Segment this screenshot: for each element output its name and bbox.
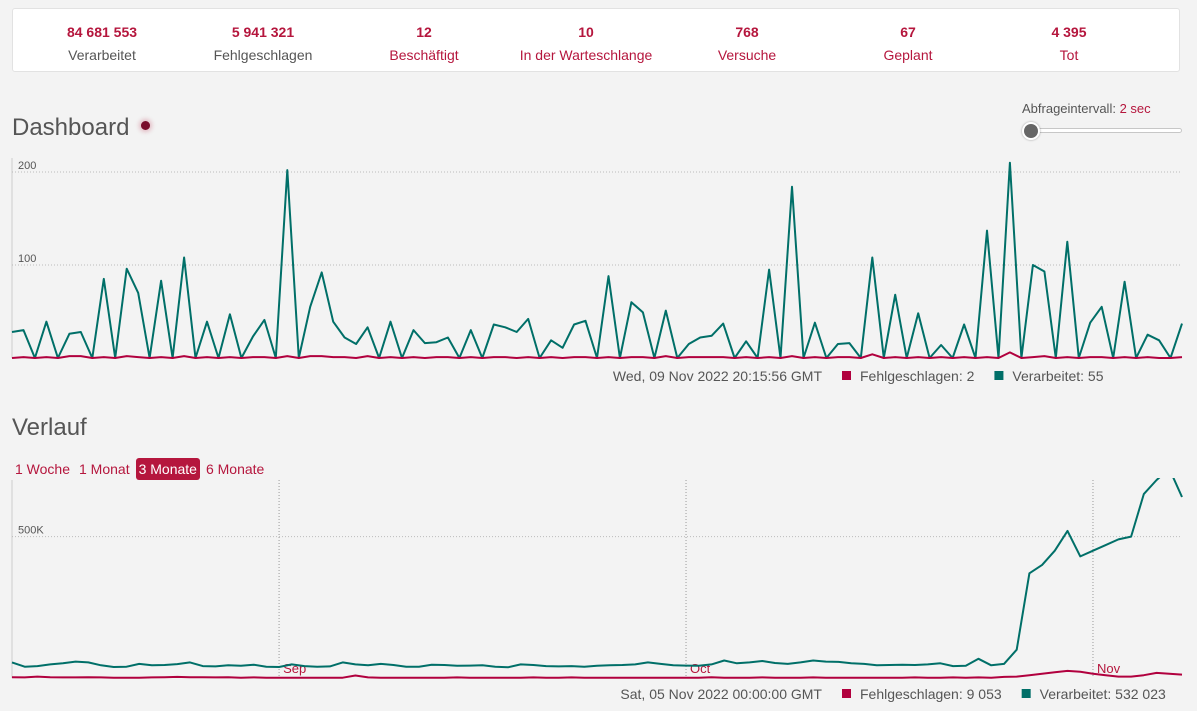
- dashboard-title: Dashboard: [12, 114, 130, 141]
- poll-interval-slider-thumb[interactable]: [1022, 122, 1040, 140]
- x-tick-label: Nov: [1097, 661, 1121, 676]
- stat-label: In der Warteschlange: [519, 47, 653, 63]
- range-button-0[interactable]: 1 Woche: [15, 461, 70, 477]
- legend-swatch-failed: [842, 689, 851, 698]
- series-line-processed: [11, 161, 1183, 359]
- range-button-1[interactable]: 1 Monat: [79, 461, 130, 477]
- x-tick-label: Sep: [283, 661, 306, 676]
- x-tick-label: Oct: [690, 661, 711, 676]
- legend-swatch-processed: [994, 371, 1004, 380]
- legend-failed: Fehlgeschlagen: 2: [860, 368, 975, 384]
- legend-processed: Verarbeitet: 55: [1012, 368, 1103, 384]
- poll-interval-label: Abfrageintervall: 2 sec: [1022, 101, 1151, 116]
- stat-value: 84 681 553: [66, 24, 138, 40]
- y-tick-label: 200: [18, 160, 36, 172]
- history-range-selector: 1 Woche 1 Monat 3 Monate 6 Monate: [12, 458, 270, 482]
- stat-value: 12: [416, 24, 432, 40]
- poll-interval-slider[interactable]: [1030, 128, 1182, 133]
- range-button-3[interactable]: 6 Monate: [205, 461, 265, 477]
- stats-summary-bar: 84 681 553 Verarbeitet 5 941 321 Fehlgeschl…: [12, 8, 1180, 72]
- poll-interval-value: 2 sec: [1119, 101, 1151, 116]
- stat-label: Geplant: [883, 47, 933, 63]
- y-tick-label: 500K: [18, 525, 44, 537]
- live-beacon-icon: [141, 121, 150, 130]
- stat-label: Tot: [1059, 47, 1079, 63]
- hover-timestamp: Wed, 09 Nov 2022 20:15:56 GMT: [613, 368, 823, 384]
- poll-interval-text: Abfrageintervall:: [1022, 101, 1116, 116]
- stat-value: 4 395: [1051, 24, 1087, 40]
- range-button-2[interactable]: 3 Monate: [135, 458, 200, 480]
- stat-value: 5 941 321: [231, 24, 295, 40]
- stat-value: 768: [735, 24, 759, 40]
- history-title: Verlauf: [12, 414, 87, 441]
- stat-value: 67: [900, 24, 916, 40]
- stat-label: Verarbeitet: [68, 47, 136, 63]
- series-line-failed: [11, 669, 1183, 679]
- legend-processed: Verarbeitet: 532 023: [1040, 686, 1166, 702]
- y-tick-label: 100: [18, 253, 36, 265]
- hover-timestamp: Sat, 05 Nov 2022 00:00:00 GMT: [620, 686, 822, 702]
- stat-label: Fehlgeschlagen: [213, 47, 313, 63]
- series-line-processed: [11, 478, 1183, 669]
- stat-label: Beschäftigt: [389, 47, 459, 63]
- history-chart[interactable]: 500K Sep Oct Nov Sat, 05 Nov 2022 00:00:00 G…: [0, 478, 1197, 711]
- realtime-chart[interactable]: 100 200 Wed, 09 Nov 2022 20:15:56 GMT Fehlg…: [0, 150, 1197, 395]
- series-line-failed: [11, 351, 1183, 359]
- legend-swatch-failed: [842, 371, 851, 380]
- legend-failed: Fehlgeschlagen: 9 053: [860, 686, 1002, 702]
- stat-value: 10: [578, 24, 594, 40]
- legend-swatch-processed: [1021, 689, 1031, 698]
- stat-label: Versuche: [717, 47, 777, 63]
